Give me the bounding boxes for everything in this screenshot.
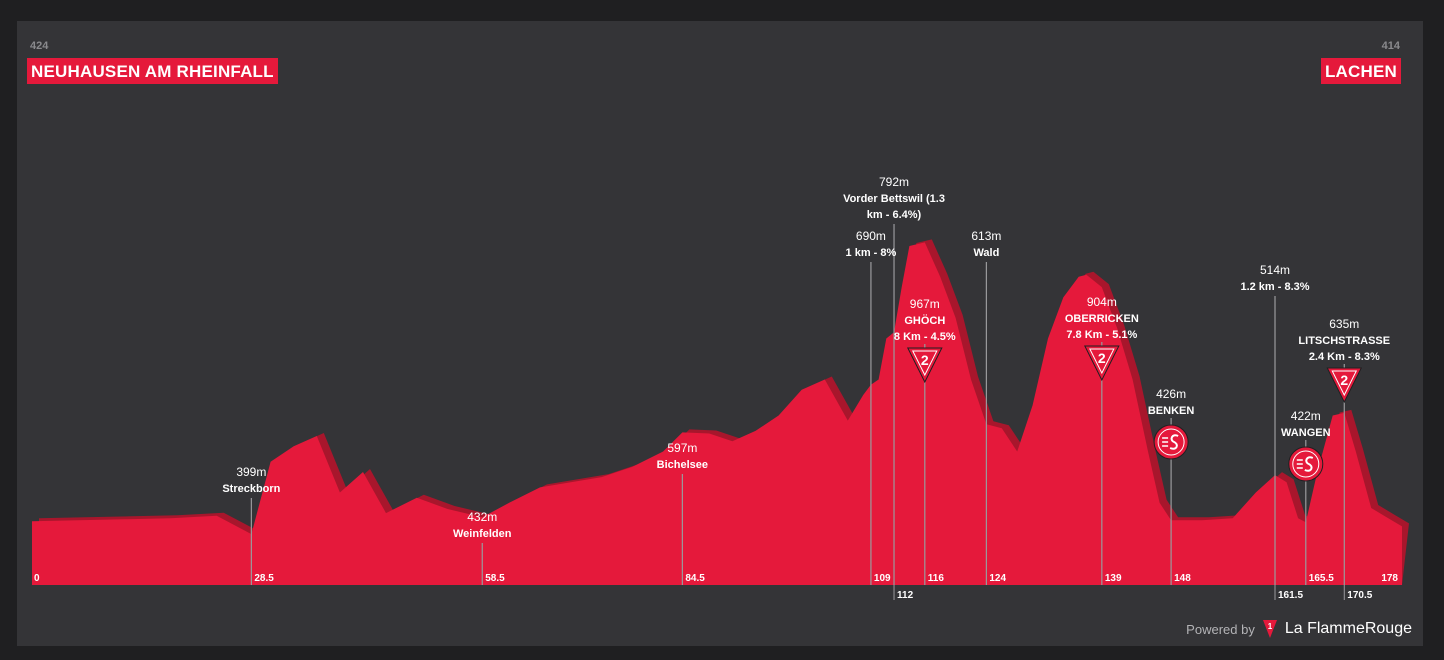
point-altitude-label: 904m (1087, 295, 1117, 309)
start-location-label: NEUHAUSEN AM RHEINFALL (27, 58, 278, 84)
point-name-label: 2.4 Km - 8.3% (1309, 351, 1380, 363)
kom-category-icon: 2 (1326, 367, 1363, 404)
flamme-rouge-logo-icon: 1 (1262, 620, 1277, 638)
x-tick-label: 28.5 (254, 573, 274, 584)
svg-text:2: 2 (1340, 372, 1348, 388)
point-name-label: Wald (973, 247, 999, 259)
point-name-label: 1 km - 8% (846, 247, 897, 259)
x-tick-label: 58.5 (485, 573, 505, 584)
elevation-profile-area (32, 242, 1402, 585)
point-name-label: Streckborn (222, 483, 280, 495)
x-tick-label: 112 (897, 590, 914, 601)
sprint-icon (1288, 446, 1324, 482)
x-tick-label: 170.5 (1347, 590, 1372, 601)
point-name-label: Bichelsee (657, 459, 708, 471)
svg-text:2: 2 (921, 352, 929, 368)
finish-altitude: 414 (1381, 40, 1400, 52)
point-altitude-label: 792m (879, 175, 909, 189)
x-tick-label: 148 (1174, 573, 1191, 584)
powered-by-text: Powered by (1186, 621, 1255, 637)
svg-text:2: 2 (1098, 350, 1106, 366)
point-name-label: 7.8 Km - 5.1% (1066, 329, 1137, 341)
x-tick-label: 0 (34, 573, 40, 584)
point-altitude-label: 426m (1156, 387, 1186, 401)
point-name-label: BENKEN (1148, 405, 1195, 417)
x-tick-label: 165.5 (1309, 573, 1334, 584)
point-altitude-label: 597m (667, 441, 697, 455)
brand-name: La FlammeRouge (1284, 620, 1412, 637)
finish-location-label: LACHEN (1320, 58, 1401, 84)
sprint-icon (1153, 424, 1189, 460)
x-tick-label: 139 (1105, 573, 1122, 584)
point-name-label: LITSCHSTRASSE (1298, 335, 1390, 347)
point-name-label: Vorder Bettswil (1.3 (843, 193, 945, 205)
point-altitude-label: 967m (910, 297, 940, 311)
footer-attribution: Powered by 1 La FlammeRouge (1186, 619, 1412, 639)
point-altitude-label: 690m (856, 229, 886, 243)
point-name-label: 1.2 km - 8.3% (1240, 281, 1309, 293)
x-tick-label: 178 (1381, 573, 1398, 584)
x-tick-label: 109 (874, 573, 891, 584)
x-tick-label: 124 (989, 573, 1006, 584)
point-altitude-label: 613m (971, 229, 1001, 243)
point-altitude-label: 514m (1260, 263, 1290, 277)
point-name-label: Weinfelden (453, 528, 512, 540)
kom-category-icon: 2 (1084, 345, 1120, 382)
kom-category-icon: 2 (906, 347, 943, 384)
point-altitude-label: 635m (1329, 317, 1359, 331)
point-name-label: WANGEN (1281, 427, 1331, 439)
point-name-label: km - 6.4%) (867, 209, 922, 221)
point-name-label: GHÖCH (904, 314, 945, 327)
x-tick-label: 161.5 (1278, 590, 1303, 601)
point-name-label: 8 Km - 4.5% (894, 331, 956, 343)
point-name-label: OBERRICKEN (1065, 313, 1139, 325)
x-tick-label: 84.5 (685, 573, 705, 584)
x-tick-label: 116 (928, 573, 945, 584)
svg-text:1: 1 (1268, 622, 1273, 631)
point-altitude-label: 399m (236, 465, 266, 479)
start-altitude: 424 (30, 40, 49, 52)
point-altitude-label: 432m (467, 510, 497, 524)
point-altitude-label: 422m (1291, 409, 1321, 423)
